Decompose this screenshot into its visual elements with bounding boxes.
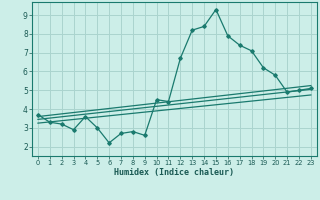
- X-axis label: Humidex (Indice chaleur): Humidex (Indice chaleur): [115, 168, 234, 177]
